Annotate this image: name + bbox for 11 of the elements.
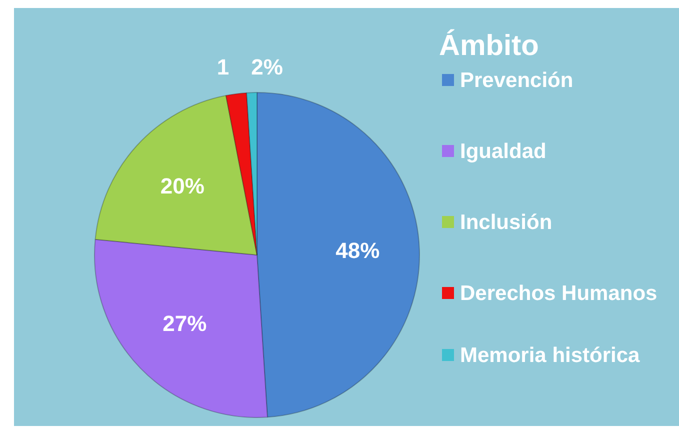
legend-label: Inclusión	[460, 211, 554, 235]
data-label: 20%	[160, 173, 204, 198]
legend-label: Derechos Humanos	[460, 282, 658, 306]
data-label: 48%	[336, 238, 380, 263]
legend-title: Ámbito	[439, 30, 540, 63]
data-label: 2%	[251, 54, 283, 80]
legend-label: Prevención	[460, 69, 574, 93]
legend-label: Memoria histórica	[460, 344, 641, 368]
legend-label: Igualdad	[460, 140, 548, 164]
data-label: 1	[216, 54, 230, 80]
data-label: 27%	[162, 311, 207, 336]
